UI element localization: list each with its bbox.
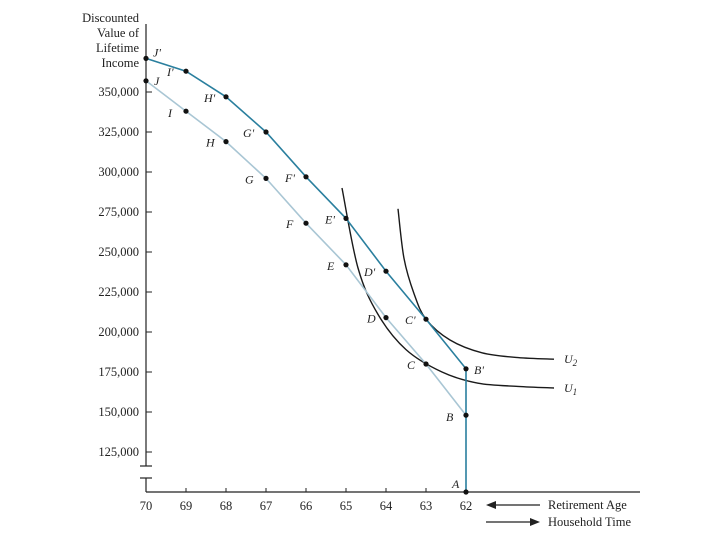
y-tick-label: 300,000 [98, 165, 139, 179]
x-tick-label: 65 [340, 499, 353, 513]
point-label: A [451, 477, 460, 491]
data-points: J I H G F E D C B J' I' H' G' F' E' D' C' B' A [143, 45, 484, 495]
point-label: E' [324, 212, 335, 226]
series-lines [145, 57, 467, 492]
y-tick-label: 175,000 [98, 365, 139, 379]
x-axis-title: Retirement Age [548, 498, 627, 512]
x-tick-label: 66 [300, 499, 313, 513]
y-axis-title-line: Discounted [82, 11, 140, 25]
point-new [263, 129, 269, 135]
point-original [423, 361, 429, 367]
x-tick-label: 70 [140, 499, 153, 513]
point-label: F' [284, 171, 295, 185]
point-label: E [326, 259, 335, 273]
point-label: B [446, 410, 454, 424]
point-new [383, 268, 389, 274]
y-tick-label: 225,000 [98, 285, 139, 299]
point-label: F [285, 217, 294, 231]
point-new [463, 366, 469, 372]
point-label: H' [203, 91, 216, 105]
y-tick-label: 275,000 [98, 205, 139, 219]
arrow-right-head [530, 518, 540, 526]
indifference-curve-label: U1 [564, 381, 577, 397]
point-label: C' [405, 313, 416, 327]
indifference-curve-u1 [341, 187, 555, 389]
y-axis-title-line: Value of [97, 26, 140, 40]
point-label: B' [474, 363, 484, 377]
x-tick-label: 63 [420, 499, 433, 513]
y-tick-label: 200,000 [98, 325, 139, 339]
point-label: J' [153, 45, 161, 59]
budget-line-original [145, 80, 467, 416]
arrow-left-head [486, 501, 496, 509]
point-original [303, 220, 309, 226]
point-label: G' [243, 126, 255, 140]
point-label: C [407, 358, 416, 372]
point-label: D [366, 312, 376, 326]
indifference-curve-label: U2 [564, 352, 578, 368]
point-label: D' [363, 265, 376, 279]
point-new [303, 174, 309, 180]
x-tick-label: 68 [220, 499, 233, 513]
budget-line-new [145, 57, 467, 492]
point-original [263, 175, 269, 181]
point-original [183, 108, 189, 114]
x-tick-label: 69 [180, 499, 193, 513]
y-tick-label: 125,000 [98, 445, 139, 459]
point-origin [463, 489, 469, 495]
y-axis-title-line: Income [102, 56, 140, 70]
point-label: I [167, 106, 173, 120]
indifference-curves: U1 U2 [341, 187, 578, 397]
point-original [343, 262, 349, 268]
point-label: H [205, 136, 216, 150]
y-tick-label: 325,000 [98, 125, 139, 139]
y-tick-label: 250,000 [98, 245, 139, 259]
point-new [143, 55, 149, 62]
x-axis-title-secondary: Household Time [548, 515, 631, 529]
y-tick-label: 350,000 [98, 85, 139, 99]
indifference-curve-u2 [397, 208, 555, 360]
point-label: J [154, 74, 160, 88]
point-new [423, 316, 429, 322]
point-original [463, 412, 469, 418]
point-original [383, 315, 389, 321]
x-tick-label: 67 [260, 499, 273, 513]
point-new [183, 68, 189, 74]
x-tick-label: 62 [460, 499, 473, 513]
point-original [143, 78, 149, 84]
x-tick-label: 64 [380, 499, 393, 513]
point-label: G [245, 172, 254, 186]
point-new [343, 215, 349, 221]
point-original [223, 139, 229, 145]
axes: 350,000 325,000 300,000 275,000 250,000 225,0… [98, 24, 640, 513]
point-new [223, 94, 229, 100]
y-tick-label: 150,000 [98, 405, 139, 419]
point-label: I' [166, 65, 174, 79]
y-axis-title-line: Lifetime [96, 41, 139, 55]
